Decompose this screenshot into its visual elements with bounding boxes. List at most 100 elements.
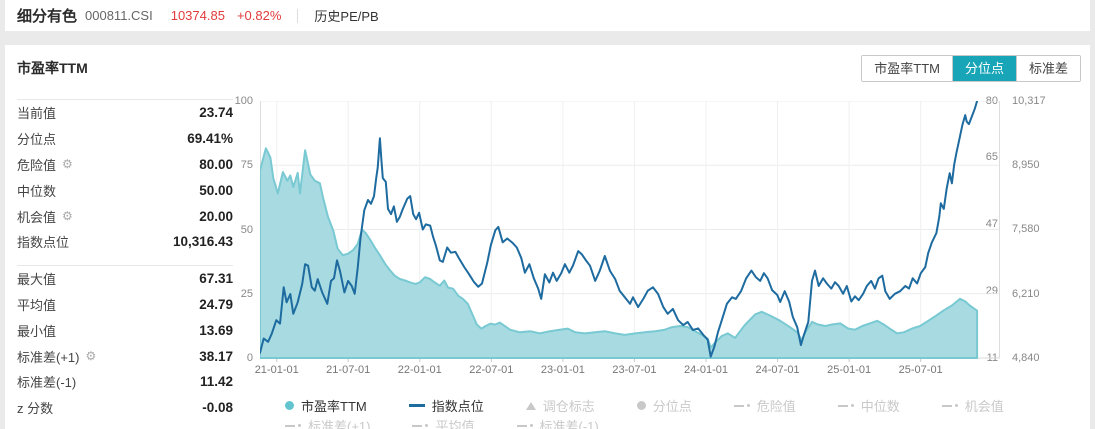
legend-item-0[interactable]: 市盈率TTM: [285, 396, 367, 415]
index-tick: 7,580: [1012, 223, 1040, 236]
date-tick: 25-07-01: [898, 364, 943, 376]
dash-dot-icon: [941, 404, 958, 407]
stat-label: 危险值 ⚙: [17, 157, 73, 173]
toggle-percentile[interactable]: 分位点: [951, 56, 1016, 81]
stats-divider-mid: [17, 264, 233, 266]
legend-item-2[interactable]: 标准差(-1): [516, 416, 599, 429]
chart-plot-area[interactable]: [259, 100, 1000, 364]
pe-tick: 65: [985, 150, 998, 163]
index-code: 000811.CSI: [85, 8, 153, 23]
stats-group-history: 最大值 67.31 平均值 24.79 最小值 13.69 标准差(+1) ⚙ 38.17 标准差…: [17, 266, 233, 421]
series-index-line: [259, 100, 979, 358]
stat-row-g1-1: 分位点 69.41%: [17, 126, 233, 152]
stat-value: 80.00: [199, 156, 233, 172]
index-name: 细分有色: [17, 8, 78, 25]
legend-label: 标准差(+1): [308, 419, 371, 429]
legend-label: 指数点位: [431, 399, 484, 414]
chart-legend-row1: 市盈率TTM 指数点位 调仓标志 分位点 危险值 中位数 机会值: [285, 396, 1004, 415]
gear-icon[interactable]: ⚙: [85, 349, 97, 364]
date-tick: 23-07-01: [612, 364, 657, 376]
toggle-stddev[interactable]: 标准差: [1015, 56, 1080, 81]
gear-icon[interactable]: ⚙: [62, 157, 73, 172]
legend-label: 标准差(-1): [539, 419, 599, 429]
stat-row-g1-0: 当前值 23.74: [17, 100, 233, 126]
date-tick: 24-01-01: [683, 364, 728, 376]
stat-value: 10,316.43: [172, 234, 233, 250]
index-line-icon: [408, 404, 425, 407]
stat-label: 最大值: [17, 272, 57, 288]
index-tick: 8,950: [1012, 159, 1040, 172]
legend-item-3[interactable]: 分位点: [636, 396, 692, 415]
stat-value: 67.31: [199, 271, 233, 287]
dash-dot-icon: [412, 424, 429, 427]
stats-panel: 当前值 23.74 分位点 69.41% 危险值 ⚙ 80.00 中位数 50.00 机会值 ⚙ 20…: [17, 99, 233, 421]
stat-label: 标准差(-1): [17, 375, 77, 391]
stat-value: 13.69: [199, 322, 233, 338]
date-axis: 21-01-01 21-07-01 22-01-01 22-07-01 23-01-01…: [255, 364, 1000, 378]
tab-history-pe-pb[interactable]: 历史PE/PB: [314, 9, 379, 24]
legend-label: 危险值: [756, 399, 796, 414]
index-tick: 10,317: [1012, 95, 1046, 107]
stat-label: 最小值: [17, 323, 57, 339]
toggle-pe-ttm[interactable]: 市盈率TTM: [862, 56, 952, 81]
index-price: 10374.85: [170, 8, 225, 23]
index-tick: 6,210: [1012, 287, 1040, 300]
stat-label: 平均值: [17, 297, 57, 313]
metric-toggle-group: 市盈率TTM 分位点 标准差: [861, 55, 1081, 82]
legend-label: 调仓标志: [542, 399, 595, 414]
stat-row-g2-5: z 分数 -0.08: [17, 395, 233, 421]
stat-label: 中位数: [17, 183, 57, 199]
legend-item-1[interactable]: 平均值: [412, 416, 475, 429]
stat-row-g2-2: 最小值 13.69: [17, 317, 233, 343]
stat-row-g1-4: 机会值 ⚙ 20.00: [17, 203, 233, 229]
legend-item-5[interactable]: 中位数: [837, 396, 900, 415]
percentile-tick: 50: [240, 223, 253, 236]
dash-dot-icon: [837, 404, 854, 407]
index-point-axis: 10,317 8,950 7,580 6,210 4,840: [1012, 95, 1074, 364]
stat-value: 69.41%: [187, 131, 233, 147]
percentile-tick: 0: [246, 352, 253, 364]
chart-legend-row2: 标准差(+1) 平均值 标准差(-1): [285, 416, 599, 429]
stat-row-g2-3: 标准差(+1) ⚙ 38.17: [17, 343, 233, 369]
legend-label: 市盈率TTM: [301, 399, 367, 414]
dash-dot-icon: [516, 424, 533, 427]
stat-label: 机会值 ⚙: [17, 209, 73, 225]
date-tick: 22-07-01: [469, 364, 514, 376]
stat-value: 20.00: [199, 208, 233, 224]
panel-title: 市盈率TTM: [17, 60, 88, 76]
stat-row-g2-1: 平均值 24.79: [17, 292, 233, 318]
stat-row-g1-3: 中位数 50.00: [17, 177, 233, 203]
date-tick: 25-01-01: [827, 364, 872, 376]
stat-value: 50.00: [199, 182, 233, 198]
stat-label: z 分数: [17, 401, 54, 417]
header-bar: 细分有色 000811.CSI 10374.85 +0.82% 历史PE/PB: [5, 0, 1090, 31]
series-pe-ttm-area: [259, 147, 979, 359]
stats-group-current: 当前值 23.74 分位点 69.41% 危险值 ⚙ 80.00 中位数 50.00 机会值 ⚙ 20…: [17, 100, 233, 255]
legend-label: 机会值: [964, 399, 1004, 414]
percentile-dot-icon: [636, 401, 646, 410]
date-tick: 24-07-01: [755, 364, 800, 376]
legend-item-2[interactable]: 调仓标志: [525, 396, 595, 415]
legend-item-4[interactable]: 危险值: [733, 396, 796, 415]
legend-item-1[interactable]: 指数点位: [408, 396, 484, 415]
stat-label: 标准差(+1) ⚙: [17, 349, 97, 365]
stat-row-g2-4: 标准差(-1) 11.42: [17, 369, 233, 395]
stat-row-g1-5: 指数点位 10,316.43: [17, 229, 233, 255]
stat-row-g1-2: 危险值 ⚙ 80.00: [17, 152, 233, 178]
percentile-tick: 25: [240, 287, 253, 300]
stat-value: 38.17: [199, 348, 233, 364]
gear-icon[interactable]: ⚙: [62, 209, 73, 224]
stat-row-g2-0: 最大值 67.31: [17, 266, 233, 292]
legend-item-0[interactable]: 标准差(+1): [285, 416, 370, 429]
date-tick: 21-07-01: [326, 364, 371, 376]
stat-label: 当前值: [17, 106, 57, 122]
stat-value: 24.79: [199, 296, 233, 312]
legend-item-6[interactable]: 机会值: [941, 396, 1004, 415]
chart-svg: [259, 100, 1000, 362]
pe-tick: 47: [985, 217, 998, 230]
date-tick: 22-01-01: [397, 364, 442, 376]
stat-value: 11.42: [199, 374, 233, 390]
index-change: +0.82%: [236, 8, 282, 23]
rebalance-triangle-icon: [525, 401, 536, 410]
